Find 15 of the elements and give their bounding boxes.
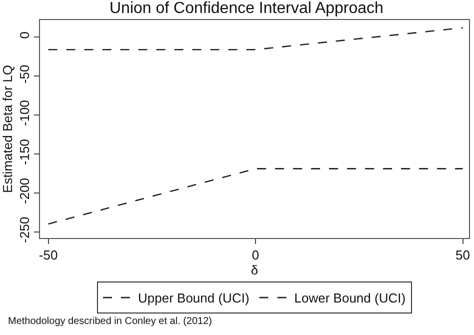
x-tick-label: 50	[456, 248, 470, 263]
x-tick-label: 0	[252, 248, 260, 263]
y-tick-label: -200	[16, 178, 32, 204]
x-axis-title: δ	[250, 262, 258, 278]
legend-label: Lower Bound (UCI)	[294, 290, 406, 306]
text: Methodology described in Conley et al. (2012)	[8, 316, 212, 327]
y-tick-label: 0	[16, 32, 32, 39]
x-tick-label: -50	[38, 248, 58, 263]
legend-label: Upper Bound (UCI)	[138, 290, 250, 306]
y-axis-title: Estimated Beta for LQ	[0, 65, 15, 193]
y-tick-label: -50	[16, 64, 32, 84]
y-tick-label: -250	[16, 216, 32, 243]
y-tick-label: -150	[16, 138, 32, 165]
chart-title: Union of Confidence Interval Approach	[110, 0, 384, 17]
y-tick-label: -100	[16, 100, 32, 126]
